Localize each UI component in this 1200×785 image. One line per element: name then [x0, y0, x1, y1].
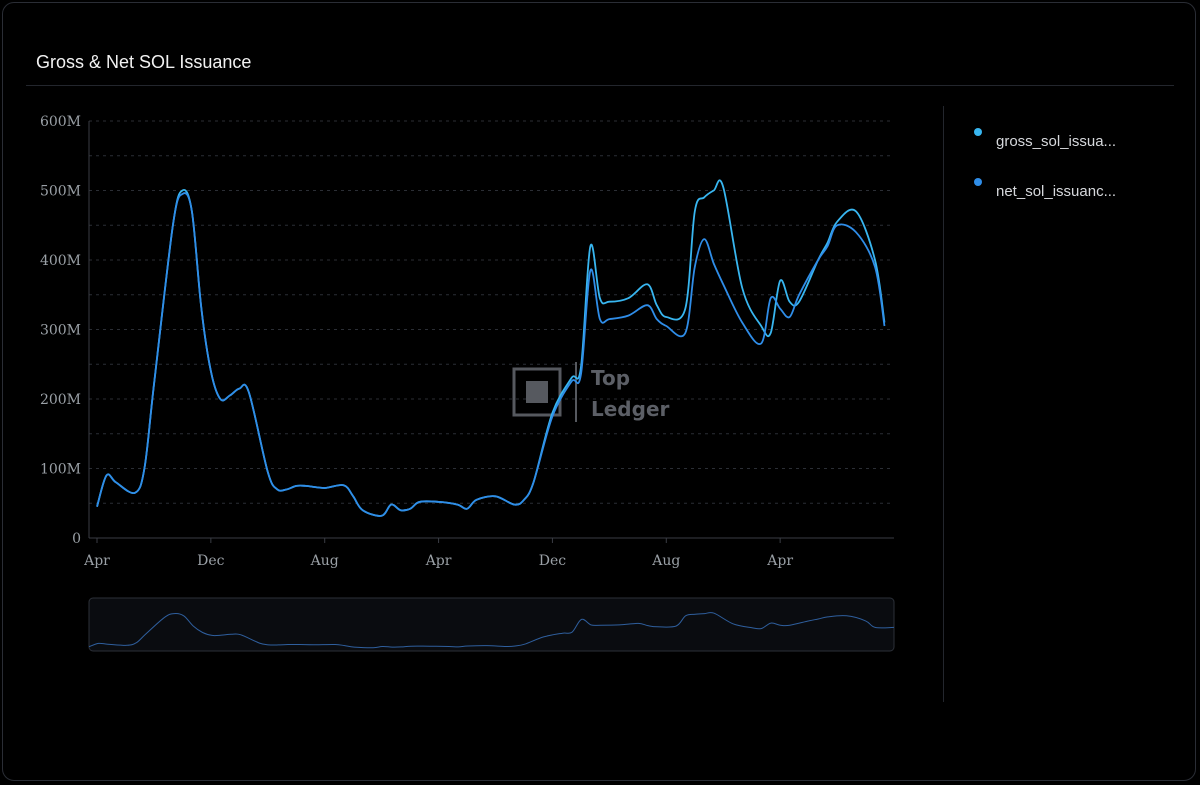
grid-lines: [89, 120, 894, 504]
legend-divider: [943, 106, 944, 702]
x-tick-label: Dec: [197, 553, 225, 569]
legend-label: net_sol_issuanc...: [996, 183, 1117, 200]
watermark-text-top: Top: [591, 366, 630, 390]
range-navigator[interactable]: [88, 597, 895, 652]
y-tick-label: 100M: [40, 462, 81, 478]
y-tick-label: 500M: [40, 184, 81, 200]
series-lines: [96, 179, 886, 517]
navigator-line: [88, 612, 895, 649]
y-axis-labels: 0 100M 200M 300M 400M 500M 600M: [40, 114, 81, 547]
x-tick-label: Apr: [83, 553, 110, 569]
x-tick-label: Dec: [539, 553, 567, 569]
legend-item-net[interactable]: net_sol_issuanc...: [974, 178, 1116, 228]
x-axis-labels: Apr Dec Aug Apr Dec Aug Apr: [83, 553, 793, 569]
series-line-net: [96, 192, 886, 517]
x-tick-label: Apr: [766, 553, 793, 569]
header-divider: [26, 85, 1174, 86]
y-tick-label: 0: [72, 531, 81, 547]
chart-title: Gross & Net SOL Issuance: [36, 52, 252, 72]
legend-dot-icon: [974, 178, 982, 186]
watermark-separator: [575, 362, 577, 422]
y-tick-label: 200M: [40, 392, 81, 408]
watermark-square-icon: [526, 381, 548, 403]
y-tick-label: 600M: [40, 114, 81, 130]
legend-label: gross_sol_issua...: [996, 133, 1117, 150]
watermark-logo: Top Ledger: [512, 362, 670, 422]
series-line-gross: [96, 179, 886, 517]
y-tick-label: 300M: [40, 323, 81, 339]
legend-dot-icon: [974, 128, 982, 136]
y-tick-label: 400M: [40, 253, 81, 269]
axes: [88, 121, 894, 543]
navigator-window[interactable]: [88, 597, 895, 652]
x-tick-label: Aug: [651, 553, 680, 569]
watermark-frame-icon: [512, 367, 562, 417]
legend-item-gross[interactable]: gross_sol_issua...: [974, 128, 1116, 178]
x-tick-label: Apr: [425, 553, 452, 569]
watermark-text-ledger: Ledger: [591, 397, 670, 421]
legend: gross_sol_issua... net_sol_issuanc...: [974, 128, 1116, 228]
x-tick-label: Aug: [310, 553, 339, 569]
